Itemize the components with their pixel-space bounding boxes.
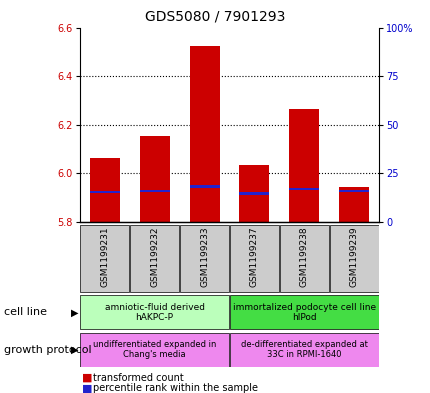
FancyBboxPatch shape (329, 225, 378, 292)
Text: GSM1199233: GSM1199233 (200, 227, 209, 287)
Text: GSM1199237: GSM1199237 (249, 227, 258, 287)
FancyBboxPatch shape (230, 296, 378, 329)
Text: ■: ■ (82, 373, 92, 383)
FancyBboxPatch shape (279, 225, 328, 292)
Text: percentile rank within the sample: percentile rank within the sample (92, 383, 257, 393)
FancyBboxPatch shape (80, 225, 129, 292)
Text: growth protocol: growth protocol (4, 345, 92, 355)
FancyBboxPatch shape (230, 333, 378, 367)
Bar (139, 190, 169, 193)
Bar (338, 187, 369, 222)
Bar (139, 136, 169, 222)
FancyBboxPatch shape (130, 225, 179, 292)
Bar (189, 46, 219, 222)
FancyBboxPatch shape (80, 296, 228, 329)
Bar (289, 187, 319, 190)
Text: de-differentiated expanded at
33C in RPMI-1640: de-differentiated expanded at 33C in RPM… (240, 340, 367, 360)
Text: GSM1199231: GSM1199231 (100, 227, 109, 287)
Bar (289, 109, 319, 222)
Bar (89, 158, 120, 222)
Text: undifferentiated expanded in
Chang's media: undifferentiated expanded in Chang's med… (93, 340, 216, 360)
Text: amniotic-fluid derived
hAKPC-P: amniotic-fluid derived hAKPC-P (104, 303, 204, 322)
Bar (239, 193, 269, 195)
FancyBboxPatch shape (180, 225, 228, 292)
Bar (189, 185, 219, 187)
Bar (338, 190, 369, 193)
FancyBboxPatch shape (230, 225, 278, 292)
Bar (89, 191, 120, 193)
Text: ■: ■ (82, 383, 92, 393)
Text: transformed count: transformed count (92, 373, 183, 383)
Text: GSM1199232: GSM1199232 (150, 227, 159, 287)
FancyBboxPatch shape (80, 333, 228, 367)
Text: GSM1199238: GSM1199238 (299, 227, 308, 287)
Text: GDS5080 / 7901293: GDS5080 / 7901293 (145, 10, 285, 24)
Text: ▶: ▶ (71, 307, 78, 318)
Text: ▶: ▶ (71, 345, 78, 355)
Text: immortalized podocyte cell line
hIPod: immortalized podocyte cell line hIPod (232, 303, 375, 322)
Text: cell line: cell line (4, 307, 47, 318)
Text: GSM1199239: GSM1199239 (349, 227, 358, 287)
Bar (239, 165, 269, 222)
